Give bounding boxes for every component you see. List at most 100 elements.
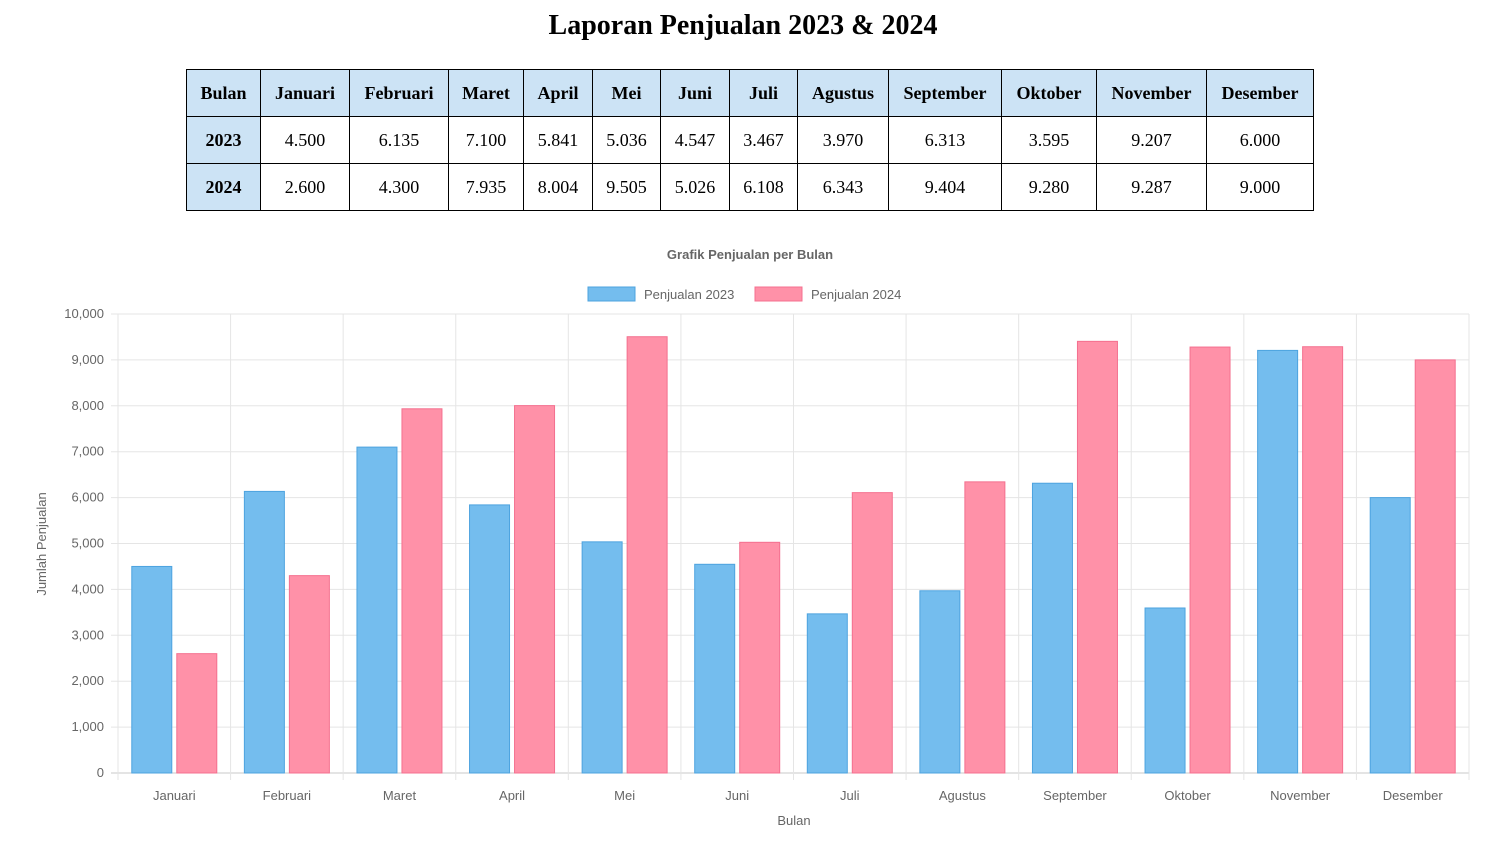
y-tick-label: 9,000 <box>71 352 104 367</box>
x-tick-label: Desember <box>1383 788 1444 803</box>
chart-legend[interactable]: Penjualan 2023 Penjualan 2024 <box>587 286 901 302</box>
header-cell-month: September <box>888 69 1002 117</box>
value-cell: 5.841 <box>523 116 593 164</box>
bar-2023[interactable] <box>694 563 736 774</box>
bar-2024[interactable] <box>1189 346 1231 774</box>
bar-2024[interactable] <box>401 408 443 774</box>
value-cell: 7.100 <box>448 116 524 164</box>
table-row: 2024 2.600 4.300 7.935 8.004 9.505 5.026… <box>186 163 1314 211</box>
value-cell: 8.004 <box>523 163 593 211</box>
x-tick-label: November <box>1270 788 1331 803</box>
header-cell-month: Desember <box>1206 69 1314 117</box>
y-tick-label: 6,000 <box>71 490 104 505</box>
value-cell: 2.600 <box>260 163 350 211</box>
bar-2024[interactable] <box>851 492 893 774</box>
header-cell-month: Maret <box>448 69 524 117</box>
header-cell-month: Juli <box>729 69 798 117</box>
legend-label: Penjualan 2023 <box>644 287 734 302</box>
y-tick-label: 1,000 <box>71 719 104 734</box>
value-cell: 9.404 <box>888 163 1002 211</box>
value-cell: 3.467 <box>729 116 798 164</box>
bar-2024[interactable] <box>176 653 218 774</box>
year-cell: 2023 <box>186 116 261 164</box>
bar-2024[interactable] <box>288 575 330 774</box>
x-axis-label: Bulan <box>777 813 810 828</box>
value-cell: 7.935 <box>448 163 524 211</box>
value-cell: 3.970 <box>797 116 889 164</box>
bar-2024[interactable] <box>964 481 1006 774</box>
header-cell-month: Februari <box>349 69 449 117</box>
y-tick-label: 4,000 <box>71 581 104 596</box>
x-tick-label: Maret <box>383 788 417 803</box>
value-cell: 6.313 <box>888 116 1002 164</box>
value-cell: 4.547 <box>660 116 730 164</box>
x-tick-label: Juni <box>725 788 749 803</box>
x-tick-label: Agustus <box>939 788 986 803</box>
bar-2023[interactable] <box>469 504 511 774</box>
x-tick-label: Februari <box>263 788 312 803</box>
table-header-row: Bulan Januari Februari Maret April Mei J… <box>186 69 1314 117</box>
header-cell-month: Mei <box>592 69 661 117</box>
page-title: Laporan Penjualan 2023 & 2024 <box>548 10 938 41</box>
bar-2023[interactable] <box>1031 482 1073 774</box>
value-cell: 4.500 <box>260 116 350 164</box>
value-cell: 9.287 <box>1096 163 1207 211</box>
legend-item[interactable]: Penjualan 2024 <box>754 286 901 302</box>
x-axis: Januari Februari Maret April Mei Juni Juli Agus… <box>153 788 1443 803</box>
chart-grid <box>111 313 1470 780</box>
value-cell: 6.108 <box>729 163 798 211</box>
y-tick-label: 8,000 <box>71 398 104 413</box>
value-cell: 9.207 <box>1096 116 1207 164</box>
value-cell: 9.000 <box>1206 163 1314 211</box>
header-cell-month: Agustus <box>797 69 889 117</box>
y-tick-label: 10,000 <box>64 306 104 321</box>
y-axis: 0 1,000 2,000 3,000 4,000 5,000 6,000 7,000 8,00… <box>64 306 104 780</box>
x-tick-label: Mei <box>614 788 635 803</box>
value-cell: 6.135 <box>349 116 449 164</box>
value-cell: 5.036 <box>592 116 661 164</box>
header-cell-month: November <box>1096 69 1207 117</box>
header-cell-month: April <box>523 69 593 117</box>
bar-2024[interactable] <box>1414 359 1456 774</box>
bar-2023[interactable] <box>806 613 848 774</box>
sales-table: Bulan Januari Februari Maret April Mei J… <box>186 69 1314 211</box>
value-cell: 4.300 <box>349 163 449 211</box>
table-row: 2023 4.500 6.135 7.100 5.841 5.036 4.547… <box>186 116 1314 164</box>
header-cell-month: Oktober <box>1001 69 1097 117</box>
header-cell-month: Juni <box>660 69 730 117</box>
bar-2023[interactable] <box>356 446 398 774</box>
legend-label: Penjualan 2024 <box>811 287 901 302</box>
legend-swatch <box>754 286 803 302</box>
chart-title: Grafik Penjualan per Bulan <box>667 247 833 262</box>
value-cell: 9.505 <box>592 163 661 211</box>
legend-item[interactable]: Penjualan 2023 <box>587 286 734 302</box>
bar-2024[interactable] <box>514 405 556 774</box>
value-cell: 6.000 <box>1206 116 1314 164</box>
bar-2023[interactable] <box>243 490 285 774</box>
y-tick-label: 0 <box>97 765 104 780</box>
bar-2023[interactable] <box>1257 349 1299 774</box>
bar-2023[interactable] <box>131 565 173 774</box>
header-cell-month: Januari <box>260 69 350 117</box>
x-tick-label: April <box>499 788 525 803</box>
bar-2023[interactable] <box>1369 497 1411 774</box>
x-tick-label: Januari <box>153 788 196 803</box>
bar-2023[interactable] <box>1144 607 1186 774</box>
x-tick-label: Oktober <box>1164 788 1211 803</box>
x-tick-label: Juli <box>840 788 860 803</box>
bar-2023[interactable] <box>581 541 623 774</box>
y-tick-label: 5,000 <box>71 536 104 551</box>
bar-2024[interactable] <box>1302 346 1344 774</box>
header-cell-bulan: Bulan <box>186 69 261 117</box>
chart-bars <box>131 336 1456 774</box>
value-cell: 5.026 <box>660 163 730 211</box>
year-cell: 2024 <box>186 163 261 211</box>
y-tick-label: 3,000 <box>71 627 104 642</box>
bar-2024[interactable] <box>626 336 668 774</box>
bar-2024[interactable] <box>739 541 781 774</box>
y-axis-label: Jumlah Penjualan <box>34 492 49 595</box>
legend-swatch <box>587 286 636 302</box>
value-cell: 3.595 <box>1001 116 1097 164</box>
bar-2023[interactable] <box>919 590 961 774</box>
bar-2024[interactable] <box>1076 340 1118 774</box>
